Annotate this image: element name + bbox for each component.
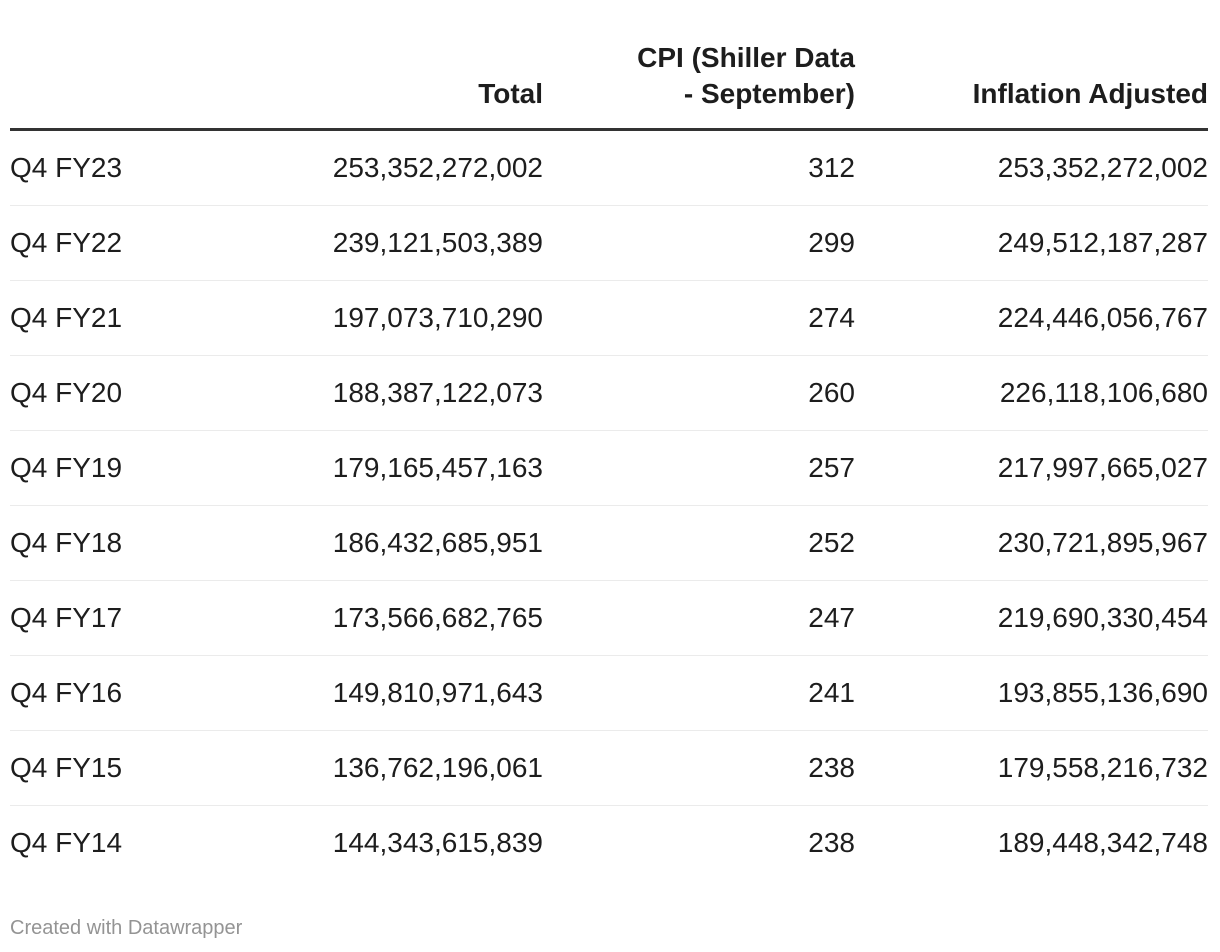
row-label-cell: Q4 FY14 — [10, 827, 123, 858]
table-row: Q4 FY21 197,073,710,290 274 224,446,056,… — [10, 280, 1208, 356]
table-row: Q4 FY19 179,165,457,163 257 217,997,665,… — [10, 430, 1208, 506]
total-cell: 186,432,685,951 — [200, 505, 543, 581]
cpi-cell: 252 — [543, 505, 855, 581]
inflation-adjusted-cell: 193,855,136,690 — [855, 655, 1208, 731]
table-row: Q4 FY14 144,343,615,839 238 189,448,342,… — [10, 806, 1208, 881]
inflation-adjusted-cell: 253,352,272,002 — [855, 129, 1208, 206]
column-header-cpi: CPI (Shiller Data - September) — [543, 0, 855, 131]
cpi-cell: 241 — [543, 655, 855, 731]
row-label-cell: Q4 FY15 — [10, 730, 200, 806]
inflation-adjusted-cell: 249,512,187,287 — [855, 205, 1208, 281]
column-header-inflation-adjusted: Inflation Adjusted — [855, 0, 1208, 131]
cpi-cell: 257 — [543, 430, 855, 506]
table-row: Q4 FY17 173,566,682,765 247 219,690,330,… — [10, 580, 1208, 656]
table-row: Q4 FY22 239,121,503,389 299 249,512,187,… — [10, 205, 1208, 281]
total-cell: 253,352,272,002 — [200, 129, 543, 206]
cpi-cell: 247 — [543, 580, 855, 656]
data-table: Total CPI (Shiller Data - September) Inf… — [10, 0, 1208, 880]
total-cell: 239,121,503,389 — [200, 205, 543, 281]
inflation-adjusted-cell: 226,118,106,680 — [855, 355, 1208, 431]
table-row: Q4 FY18 186,432,685,951 252 230,721,895,… — [10, 505, 1208, 581]
cpi-cell: 274 — [543, 280, 855, 356]
total-cell: 179,165,457,163 — [200, 430, 543, 506]
row-label-cell: Q4 FY20 — [10, 355, 200, 431]
cpi-cell: 260 — [543, 355, 855, 431]
inflation-adjusted-cell: 179,558,216,732 — [855, 730, 1208, 806]
row-label-cell: Q4 FY23 — [10, 129, 200, 206]
datawrapper-attribution: Created with Datawrapper — [10, 917, 243, 939]
inflation-adjusted-cell: 224,446,056,767 — [855, 280, 1208, 356]
total-cell: 197,073,710,290 — [200, 280, 543, 356]
inflation-adjusted-cell: 189,448,342,748 — [997, 827, 1208, 858]
total-cell: 188,387,122,073 — [200, 355, 543, 431]
table-body: Q4 FY23 253,352,272,002 312 253,352,272,… — [10, 129, 1208, 881]
row-label-cell: Q4 FY18 — [10, 505, 200, 581]
header-row: Total CPI (Shiller Data - September) Inf… — [10, 0, 1208, 131]
cpi-cell: 299 — [543, 205, 855, 281]
row-label-cell: Q4 FY17 — [10, 580, 200, 656]
table-header: Total CPI (Shiller Data - September) Inf… — [10, 0, 1208, 131]
table-row: Q4 FY15 136,762,196,061 238 179,558,216,… — [10, 730, 1208, 806]
cpi-cell: 238 — [808, 827, 855, 858]
inflation-adjusted-cell: 230,721,895,967 — [855, 505, 1208, 581]
table-row: Q4 FY23 253,352,272,002 312 253,352,272,… — [10, 129, 1208, 206]
total-cell: 136,762,196,061 — [200, 730, 543, 806]
table-row: Q4 FY16 149,810,971,643 241 193,855,136,… — [10, 655, 1208, 731]
row-label-cell: Q4 FY19 — [10, 430, 200, 506]
column-header-total: Total — [200, 0, 543, 131]
column-header-row-label — [10, 0, 200, 131]
cpi-cell: 312 — [543, 129, 855, 206]
row-label-cell: Q4 FY21 — [10, 280, 200, 356]
total-cell: 173,566,682,765 — [200, 580, 543, 656]
inflation-adjusted-cell: 217,997,665,027 — [855, 430, 1208, 506]
total-cell: 149,810,971,643 — [200, 655, 543, 731]
table-row: Q4 FY20 188,387,122,073 260 226,118,106,… — [10, 355, 1208, 431]
cpi-cell: 238 — [543, 730, 855, 806]
table-container: Total CPI (Shiller Data - September) Inf… — [10, 0, 1208, 880]
inflation-adjusted-cell: 219,690,330,454 — [855, 580, 1208, 656]
row-label-cell: Q4 FY16 — [10, 655, 200, 731]
row-label-cell: Q4 FY22 — [10, 205, 200, 281]
total-cell: 144,343,615,839 — [332, 827, 543, 858]
